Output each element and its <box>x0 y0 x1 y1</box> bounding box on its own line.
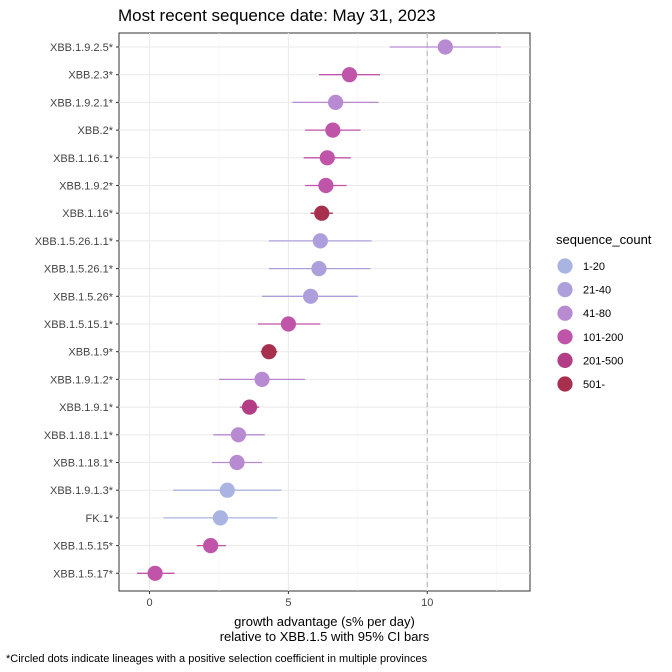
legend-label: 21-40 <box>583 285 611 297</box>
y-tick-label: XBB.1.18.1* <box>53 458 114 470</box>
data-marks <box>137 39 501 581</box>
y-tick-label: XBB.1.5.26* <box>53 291 114 303</box>
y-tick-label: XBB.1.9* <box>68 347 113 359</box>
data-point <box>312 233 328 249</box>
data-point <box>254 371 270 387</box>
legend-label: 1-20 <box>583 261 605 273</box>
legend-swatch <box>557 376 573 392</box>
legend-swatch <box>557 258 573 274</box>
legend-swatch <box>557 329 573 345</box>
y-tick-label: XBB.2* <box>78 125 114 137</box>
data-point <box>230 427 247 443</box>
legend-label: 201-500 <box>583 355 623 367</box>
data-point <box>318 177 334 194</box>
legend: sequence_count 1-20 21-40 41-80 101-200 201-… <box>556 232 652 392</box>
data-point <box>437 39 453 55</box>
y-tick-label: XBB.1.16* <box>62 208 113 220</box>
legend-title: sequence_count <box>556 232 652 247</box>
footnote: *Circled dots indicate lineages with a p… <box>6 653 428 665</box>
data-point <box>341 67 358 83</box>
y-tick-label: XBB.1.9.1.3* <box>50 485 114 497</box>
y-tick-label: XBB.1.5.26.1.1* <box>35 236 114 248</box>
x-tick-label: 5 <box>285 597 291 609</box>
data-point <box>219 482 235 498</box>
y-axis: XBB.1.9.2.5* XBB.2.3* XBB.1.9.2.1* XBB.2* XB… <box>35 42 119 580</box>
y-tick-label: XBB.1.16.1* <box>53 153 114 165</box>
x-tick-label: 0 <box>146 597 152 609</box>
plot-panel <box>118 32 531 592</box>
legend-label: 501- <box>583 379 605 391</box>
y-tick-label: XBB.1.5.15.1* <box>44 319 114 331</box>
y-tick-label: XBB.1.9.2.1* <box>50 97 114 109</box>
y-tick-label: XBB.1.5.26.1* <box>44 264 114 276</box>
y-tick-label: XBB.1.5.17* <box>53 568 114 580</box>
data-point <box>261 344 277 360</box>
chart-title: Most recent sequence date: May 31, 2023 <box>118 6 436 25</box>
legend-swatch <box>557 305 573 321</box>
y-tick-label: XBB.1.18.1.1* <box>44 430 114 442</box>
y-tick-label: XBB.2.3* <box>68 70 113 82</box>
data-point <box>212 510 228 526</box>
y-tick-label: XBB.1.9.1* <box>59 402 114 414</box>
x-tick-label: 10 <box>421 597 433 609</box>
y-tick-label: XBB.1.9.2.5* <box>50 42 114 54</box>
data-point <box>229 454 245 471</box>
legend-label: 101-200 <box>583 332 623 344</box>
y-tick-label: XBB.1.9.2* <box>59 181 114 193</box>
data-point <box>328 94 344 110</box>
x-axis-subtitle: relative to XBB.1.5 with 95% CI bars <box>220 629 430 644</box>
y-tick-label: XBB.1.5.15* <box>53 541 114 553</box>
data-point <box>311 261 327 277</box>
legend-label: 41-80 <box>583 308 611 320</box>
data-point <box>319 150 335 166</box>
x-axis: 0 5 10 <box>146 591 433 609</box>
y-tick-label: XBB.1.9.1.2* <box>50 374 114 386</box>
data-point <box>241 399 258 415</box>
y-tick-label: FK.1* <box>85 513 113 525</box>
data-point <box>325 122 341 138</box>
legend-swatch <box>557 352 573 368</box>
data-point <box>280 316 296 332</box>
legend-swatch <box>557 282 573 298</box>
data-point <box>203 538 219 554</box>
data-point <box>314 205 330 221</box>
x-axis-title: growth advantage (s% per day) <box>234 614 415 629</box>
data-point <box>147 565 163 581</box>
data-point <box>303 288 319 304</box>
